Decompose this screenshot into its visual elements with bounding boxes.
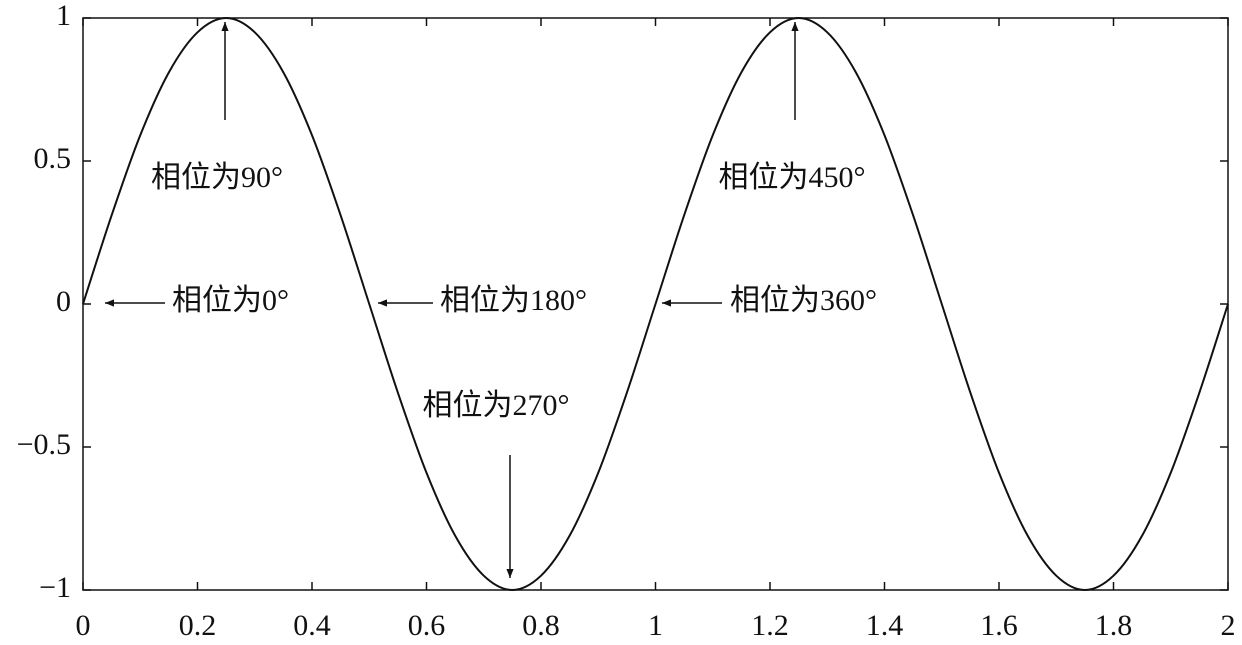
x-tick-label: 0.2 xyxy=(179,609,217,642)
x-tick-label: 0 xyxy=(76,609,91,642)
x-tick-label: 1.2 xyxy=(751,609,789,642)
annotation: 相位为0° xyxy=(172,284,289,317)
annotation: 相位为90° xyxy=(151,161,283,194)
y-tick-label: 0 xyxy=(56,285,71,318)
annotation: 相位为360° xyxy=(730,284,877,317)
x-tick-label: 0.8 xyxy=(522,609,560,642)
x-tick-label: 1.4 xyxy=(866,609,904,642)
y-tick-label: 0.5 xyxy=(34,142,72,175)
annotation: 相位为180° xyxy=(440,284,587,317)
x-tick-label: 1.8 xyxy=(1095,609,1133,642)
x-tick-label: 0.4 xyxy=(293,609,331,642)
y-tick-label: 1 xyxy=(56,0,71,32)
sine-line xyxy=(82,16,1229,592)
y-tick-label: −0.5 xyxy=(17,428,71,461)
x-tick-label: 1 xyxy=(648,609,663,642)
y-tick-label: −1 xyxy=(39,571,71,604)
x-tick-label: 0.6 xyxy=(408,609,446,642)
annotation: 相位为270° xyxy=(423,389,570,422)
annotation: 相位为450° xyxy=(719,161,866,194)
x-tick-label: 1.6 xyxy=(980,609,1018,642)
x-tick-label: 2 xyxy=(1221,609,1236,642)
